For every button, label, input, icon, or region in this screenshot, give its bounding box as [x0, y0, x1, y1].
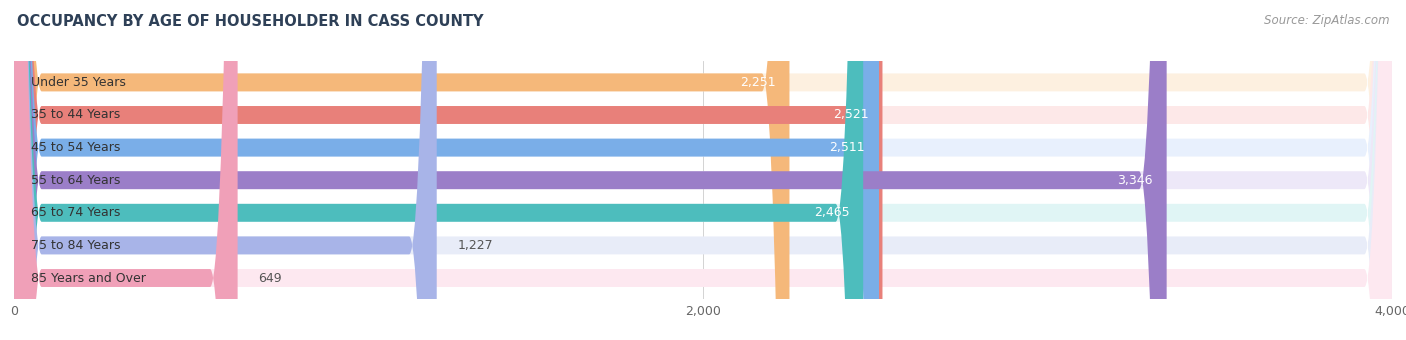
Text: Source: ZipAtlas.com: Source: ZipAtlas.com	[1264, 14, 1389, 27]
Text: 2,511: 2,511	[830, 141, 865, 154]
FancyBboxPatch shape	[14, 0, 1392, 340]
FancyBboxPatch shape	[14, 0, 1392, 340]
FancyBboxPatch shape	[14, 0, 863, 340]
Text: 1,227: 1,227	[457, 239, 494, 252]
FancyBboxPatch shape	[14, 0, 238, 340]
FancyBboxPatch shape	[14, 0, 1392, 340]
Text: 45 to 54 Years: 45 to 54 Years	[31, 141, 121, 154]
FancyBboxPatch shape	[14, 0, 1392, 340]
Text: 2,251: 2,251	[740, 76, 776, 89]
FancyBboxPatch shape	[14, 0, 1392, 340]
FancyBboxPatch shape	[14, 0, 1392, 340]
Text: Under 35 Years: Under 35 Years	[31, 76, 127, 89]
Text: 2,521: 2,521	[834, 108, 869, 121]
Text: 55 to 64 Years: 55 to 64 Years	[31, 174, 121, 187]
FancyBboxPatch shape	[14, 0, 437, 340]
Text: 75 to 84 Years: 75 to 84 Years	[31, 239, 121, 252]
FancyBboxPatch shape	[14, 0, 1167, 340]
FancyBboxPatch shape	[14, 0, 883, 340]
Text: 2,465: 2,465	[814, 206, 849, 219]
FancyBboxPatch shape	[14, 0, 789, 340]
Text: OCCUPANCY BY AGE OF HOUSEHOLDER IN CASS COUNTY: OCCUPANCY BY AGE OF HOUSEHOLDER IN CASS …	[17, 14, 484, 29]
Text: 35 to 44 Years: 35 to 44 Years	[31, 108, 121, 121]
FancyBboxPatch shape	[14, 0, 879, 340]
Text: 3,346: 3,346	[1118, 174, 1153, 187]
Text: 65 to 74 Years: 65 to 74 Years	[31, 206, 121, 219]
FancyBboxPatch shape	[14, 0, 1392, 340]
Text: 85 Years and Over: 85 Years and Over	[31, 272, 146, 285]
Text: 649: 649	[259, 272, 283, 285]
